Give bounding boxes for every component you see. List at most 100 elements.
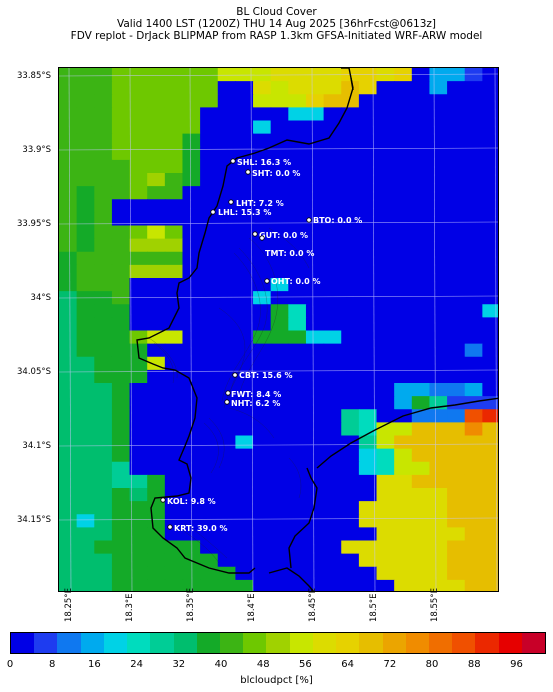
site-label-kol: KOL: 9.8 % [167,497,216,506]
cloud-cell [394,383,413,397]
cloud-cell [464,81,483,95]
cloud-cell [323,396,342,410]
cloud-cell [235,199,254,213]
lon-tick-label: 18.45°E [308,588,318,622]
cloud-cell [235,120,254,135]
cloud-cell [217,291,236,305]
cloud-cell [111,212,131,227]
cloud-cell [200,422,219,437]
cloud-cell [147,159,166,174]
cloud-cell [217,304,236,318]
cloud-cell [305,278,325,292]
cloud-cell [288,488,307,502]
cloud-cell [59,251,78,266]
cloud-cell [235,238,254,253]
cloud-cell [200,251,219,266]
cloud-cell [394,343,413,358]
cloud-cell [270,199,289,213]
cloud-cell [200,553,219,568]
cloud-cell [323,435,342,450]
cloud-cell [411,120,431,135]
cloud-cell [358,238,378,253]
cloud-cell [217,540,236,555]
cloud-cell [323,527,342,542]
cloud-cell [341,173,360,187]
colorbar-segment [521,633,546,653]
cloud-cell [94,396,113,410]
cloud-cell [411,369,431,384]
cloud-cell [464,461,483,476]
cloud-cell [358,396,378,410]
cloud-cell [394,304,413,318]
cloud-cell [76,553,95,568]
cloud-cell [200,488,219,502]
cloud-cell [288,212,307,227]
cloud-cell [464,146,483,161]
cloud-cell [182,579,201,591]
cloud-cell [394,461,413,476]
cloud-cell [59,579,78,591]
site-marker-shl [230,158,236,164]
cloud-cell [111,173,131,187]
cloud-cell [464,435,483,450]
cloud-cell [76,396,95,410]
cloud-cell [358,186,378,200]
cloud-cell [341,159,360,174]
cloud-cell [147,540,166,555]
cloud-cell [111,422,131,437]
cloud-cell [182,133,201,148]
cloud-cell [288,291,307,305]
colorbar-tick-label: 80 [425,659,439,670]
colorbar-segment [11,633,35,653]
cloud-cell [111,159,131,174]
cloud-cell [164,212,184,227]
cloud-cell [76,225,95,240]
cloud-cell [94,435,113,450]
cloud-cell [447,474,466,489]
cloud-cell [235,225,254,240]
colorbar-segment [428,633,453,653]
lat-tick-label: 34.1°S [22,441,51,451]
cloud-cell [253,81,272,95]
cloud-cell [253,225,272,240]
cloud-cell [111,199,131,213]
cloud-cell [376,566,395,581]
cloud-cell [376,199,395,213]
colorbar-segment [405,633,429,653]
cloud-cell [394,435,413,450]
cloud-cell [59,474,78,489]
cloud-cell [288,264,307,279]
cloud-cell [76,146,95,161]
cloud-cell [253,356,272,371]
cloud-cell [182,120,201,135]
cloud-cell [482,579,498,591]
cloud-cell [464,317,483,332]
cloud-cell [235,343,254,358]
cloud-cell [447,448,466,463]
cloud-cell [129,317,148,332]
cloud-cell [358,330,378,345]
cloud-cell [482,461,498,476]
lon-tick-label: 18.55°E [430,588,440,622]
cloud-cell [217,212,236,227]
cloud-cell [59,304,78,318]
cloud-cell [94,199,113,213]
cloud-cell [270,343,289,358]
cloud-cell [447,369,466,384]
cloud-cell [129,81,148,95]
cloud-cell [358,356,378,371]
cloud-cell [411,488,431,502]
cloud-cell [482,304,498,318]
colorbar-tick-label: 88 [467,659,481,670]
cloud-cell [217,448,236,463]
cloud-cell [447,396,466,410]
cloud-cell [447,81,466,95]
cloud-cell [411,356,431,371]
cloud-cell [341,238,360,253]
cloud-cell [270,317,289,332]
cloud-cell [288,330,307,345]
cloud-cell [111,343,131,358]
cloud-cell [341,383,360,397]
cloud-cell [305,527,325,542]
title-line-2: Valid 1400 LST (1200Z) THU 14 Aug 2025 [… [117,18,436,30]
